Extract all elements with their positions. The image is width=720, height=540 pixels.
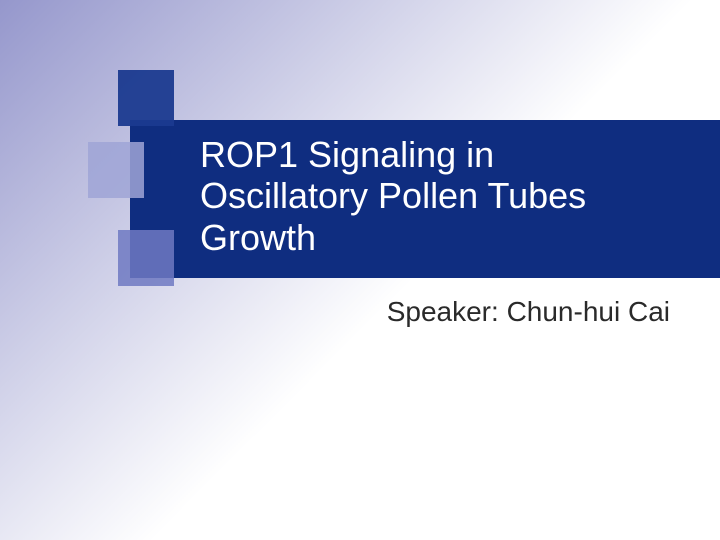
slide-subtitle: Speaker: Chun-hui Cai	[200, 296, 670, 328]
decor-square-1	[118, 70, 174, 126]
slide-title: ROP1 Signaling in Oscillatory Pollen Tub…	[200, 134, 660, 258]
decor-square-3	[118, 230, 174, 286]
decor-square-2	[88, 142, 144, 198]
